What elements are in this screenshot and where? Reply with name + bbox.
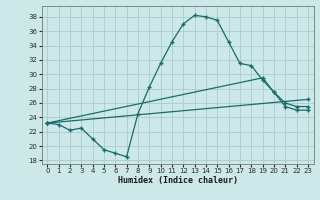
X-axis label: Humidex (Indice chaleur): Humidex (Indice chaleur) <box>118 176 237 185</box>
